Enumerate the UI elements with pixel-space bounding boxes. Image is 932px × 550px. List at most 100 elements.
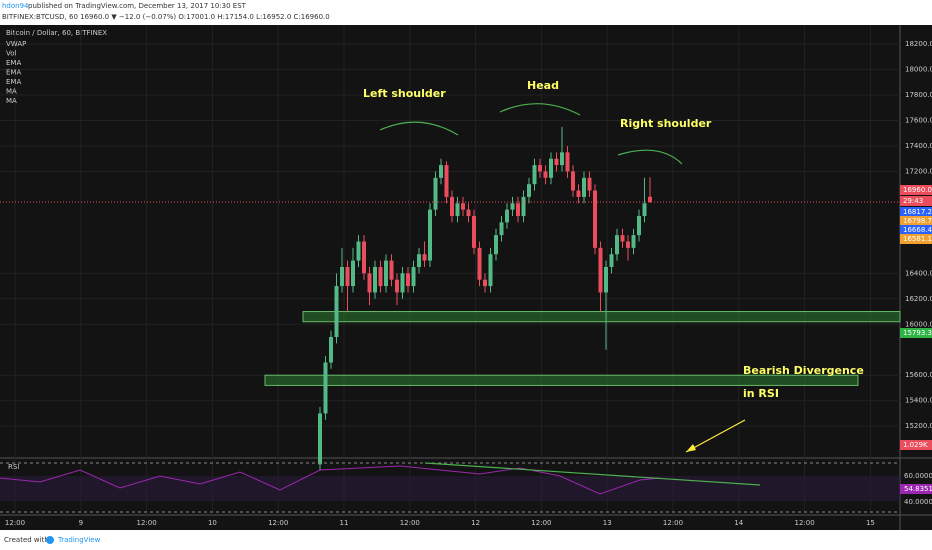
chart-title: Bitcoin / Dollar, 60, BITFINEX [6, 29, 107, 37]
candle-body [560, 152, 564, 166]
candle-body [422, 254, 427, 261]
symbol-line: BITFINEX:BTCUSD, 60 16960.0 ▼ −12.0 (−0.… [2, 13, 330, 21]
chart-bg [0, 25, 932, 530]
candle-body [571, 171, 575, 191]
indicator-label: EMA [6, 59, 21, 67]
rsi-title: RSI [8, 463, 19, 471]
candle-body [620, 235, 625, 242]
price-layer [0, 25, 901, 515]
candle-body [565, 152, 570, 172]
candle-body [510, 203, 515, 210]
price-badge [900, 196, 932, 206]
price-badge-label: 16668.4 [903, 226, 932, 234]
candle-body [631, 235, 636, 248]
x-tick-label: 12 [471, 519, 480, 527]
x-tick-label: 12:00 [137, 519, 157, 527]
candle-body [406, 273, 410, 287]
indicator-label: MA [6, 88, 17, 96]
candle-body [637, 216, 641, 236]
x-tick-label: 11 [340, 519, 349, 527]
candle-body [340, 266, 344, 287]
y-tick-label: 17200.0 [905, 167, 932, 175]
x-tick-label: 12:00 [5, 519, 25, 527]
candle-body [466, 209, 471, 217]
x-tick-label: 13 [603, 519, 612, 527]
candle-body [411, 266, 416, 287]
candle-body [433, 177, 438, 210]
annotation: in RSI [743, 387, 779, 400]
price-badge [900, 216, 932, 226]
candle-body [532, 165, 537, 185]
candle-body [444, 165, 449, 197]
y-tick-label: 17600.0 [905, 117, 932, 125]
y-tick-label: 18200.0 [905, 40, 932, 48]
candle-body [318, 413, 322, 465]
candle-body [323, 362, 328, 414]
x-tick-label: 12:00 [400, 519, 420, 527]
arrow [685, 419, 746, 453]
candle-body [367, 273, 372, 293]
rsi-band [0, 476, 900, 501]
y-tick-label: 17800.0 [905, 91, 932, 99]
shoulder-arc [617, 149, 683, 165]
candle-body [334, 286, 339, 338]
annotation: Head [527, 79, 559, 92]
y-tick-label: 15400.0 [905, 397, 932, 405]
candle-body [642, 203, 647, 217]
rsi-badge [900, 484, 932, 494]
candle-body [538, 165, 542, 172]
candle-body [626, 241, 630, 248]
candle-body [488, 254, 493, 287]
candle-body [472, 216, 476, 248]
candle-body [505, 209, 509, 223]
price-badge-label: 16798.7 [903, 217, 932, 225]
candle-body [604, 266, 608, 293]
price-badge [900, 234, 932, 244]
candle-body [593, 190, 597, 248]
y-tick-label: 16400.0 [905, 269, 932, 277]
logo [46, 536, 54, 544]
price-badge [900, 185, 932, 195]
annotation: Bearish Divergence [743, 364, 864, 377]
candle-body [554, 158, 559, 166]
price-badge [900, 440, 932, 450]
candle-body [576, 190, 581, 197]
candle-body [417, 254, 421, 267]
candle-body [400, 273, 405, 293]
rsi-line [0, 465, 661, 495]
candle-body [389, 260, 394, 280]
price-badge-label: 16581.1 [903, 235, 932, 243]
candle-body [428, 209, 432, 261]
candle-body [499, 222, 504, 236]
y-tick-label: 15600.0 [905, 371, 932, 379]
candle-body [345, 266, 350, 287]
rsi-tick: 60.0000 [904, 472, 932, 480]
footer-brand[interactable]: TradingView [57, 536, 101, 544]
candle-body [549, 158, 553, 178]
candle-body [543, 171, 548, 178]
rsi-tick: 40.0000 [904, 498, 932, 506]
candle-body [483, 279, 487, 287]
y-tick-label: 18000.0 [905, 66, 932, 74]
candle-body [373, 266, 377, 293]
candle-body [362, 241, 366, 274]
price-badge [900, 328, 932, 338]
rsi-tick: 54.8351 [904, 485, 932, 493]
candle-body [329, 337, 333, 363]
divergence-line [424, 462, 761, 486]
candle-body [494, 235, 498, 255]
indicator-label: MA [6, 97, 17, 105]
footer-bg [0, 530, 932, 550]
indicator-label: EMA [6, 69, 21, 77]
price-badge-label: 1.029K [903, 441, 928, 449]
indicator-label: Vol [6, 50, 17, 58]
head-arc [499, 103, 581, 116]
candle-body [455, 203, 460, 217]
y-tick-label: 16000.0 [905, 320, 932, 328]
candle-body [587, 177, 592, 191]
candle-body [582, 177, 586, 197]
candle-body [378, 266, 383, 287]
publisher: hdon94 [2, 2, 29, 10]
support-zone [264, 374, 859, 386]
